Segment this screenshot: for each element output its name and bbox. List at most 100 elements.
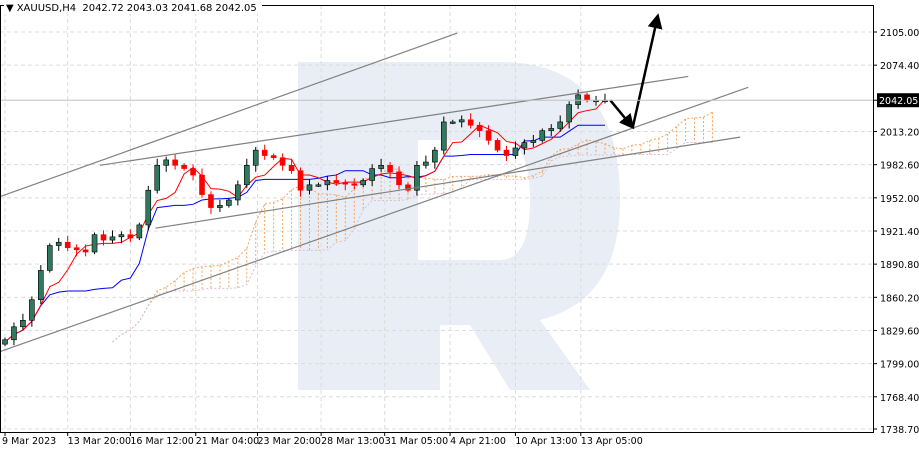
y-tick-label: 1738.70 [880,425,919,436]
y-tick-label: 1799.00 [880,360,919,371]
bullish-candle [217,205,223,208]
bullish-candle [46,245,53,271]
bullish-candle [11,326,17,341]
x-tick-label: 13 Mar 20:00 [68,436,131,447]
bullish-candle [2,339,8,345]
x-tick-label: 13 Apr 05:00 [581,436,643,447]
y-tick-label: 2013.20 [880,127,919,138]
y-tick-label: 1890.80 [880,260,919,271]
bullish-candle [539,130,546,141]
x-tick-label: 9 Mar 2023 [2,436,56,447]
bullish-candle [38,270,44,300]
bearish-candle [172,159,178,166]
bullish-candle [432,149,438,163]
bearish-candle [127,234,134,239]
resistance-line [99,75,689,166]
upper-channel [0,32,458,198]
bearish-candle [297,170,304,191]
bullish-candle [548,128,555,131]
symbol-label: XAUUSD,H4 [16,3,77,14]
bearish-candle [261,149,268,156]
bullish-candle [521,142,528,149]
bearish-candle [584,94,590,101]
bullish-candle [109,236,116,241]
bullish-candle [55,241,62,246]
x-tick-label: 21 Mar 04:00 [196,436,259,447]
y-tick-label: 1982.60 [880,161,919,172]
bearish-candle [476,124,483,131]
y-tick-label: 2105.00 [880,28,919,39]
bearish-candle [100,234,107,241]
rally-arrow [631,13,663,128]
bearish-candle [199,174,205,195]
x-tick-label: 31 Mar 05:00 [385,436,448,447]
bearish-candle [485,130,492,141]
bearish-candle [73,247,80,251]
bearish-candle [64,241,71,248]
triangle-down-icon[interactable]: ▼ [6,3,14,14]
bullish-candle [458,119,465,123]
close-value: 2042.05 [215,3,257,14]
bearish-candle [494,140,501,151]
bearish-candle [342,182,349,185]
y-tick-label: 1860.20 [880,293,919,304]
bearish-candle [190,168,196,176]
bearish-candle [288,165,295,172]
bullish-candle [378,165,384,169]
bullish-candle [154,165,161,191]
x-tick-label: 28 Mar 13:00 [321,436,384,447]
bullish-candle [136,224,143,239]
bearish-candle [405,184,411,191]
bearish-candle [503,149,510,156]
open-value: 2042.72 [82,3,124,14]
bearish-candle [270,155,277,159]
plot-area [0,5,873,432]
bullish-candle [145,189,152,226]
bearish-candle [181,165,187,169]
high-value: 2043.03 [126,3,169,14]
x-tick-label: 4 Apr 21:00 [450,436,506,447]
tenkan-sen-line [4,98,606,343]
bullish-candle [91,234,98,253]
plot-frame [0,5,874,433]
y-tick-label: 2074.40 [880,61,919,72]
y-tick-label: 1952.00 [880,194,919,205]
bullish-candle [235,184,241,201]
bullish-candle [20,319,26,328]
bullish-candle [557,121,564,129]
bearish-candle [387,165,393,173]
y-tick-label: 1921.40 [880,227,919,238]
pullback-arrow [609,99,635,130]
y-tick-label: 1768.40 [880,393,919,404]
watermark-logo [298,62,620,390]
bearish-candle [351,183,358,186]
bullish-candle [360,180,367,186]
bullish-candle [306,184,313,191]
bullish-candle [423,161,429,166]
chart-title-bar: ▼ XAUUSD,H4 2042.72 2043.03 2041.68 2042.05 [4,3,262,14]
bullish-candle [252,149,259,166]
bullish-candle [118,234,125,238]
bullish-candle [440,121,447,151]
bullish-candle [414,165,420,191]
bearish-candle [208,194,214,208]
bullish-candle [530,140,537,143]
x-tick-label: 23 Mar 20:00 [258,436,321,447]
bullish-candle [512,147,519,156]
bullish-candle [29,299,35,321]
current-price-label: 2042.05 [879,96,918,107]
support-line [0,86,749,353]
bullish-candle [324,180,331,186]
bearish-candle [396,171,402,186]
x-tick-label: 10 Apr 13:00 [515,436,577,447]
bullish-candle [243,165,250,186]
y-tick-label: 1829.60 [880,326,919,337]
bullish-candle [163,159,169,166]
current-price-badge [877,93,919,108]
bullish-candle [369,168,375,181]
bullish-candle [566,104,572,123]
bearish-candle [279,157,286,166]
bearish-candle [467,119,474,126]
bearish-candle [82,249,89,253]
